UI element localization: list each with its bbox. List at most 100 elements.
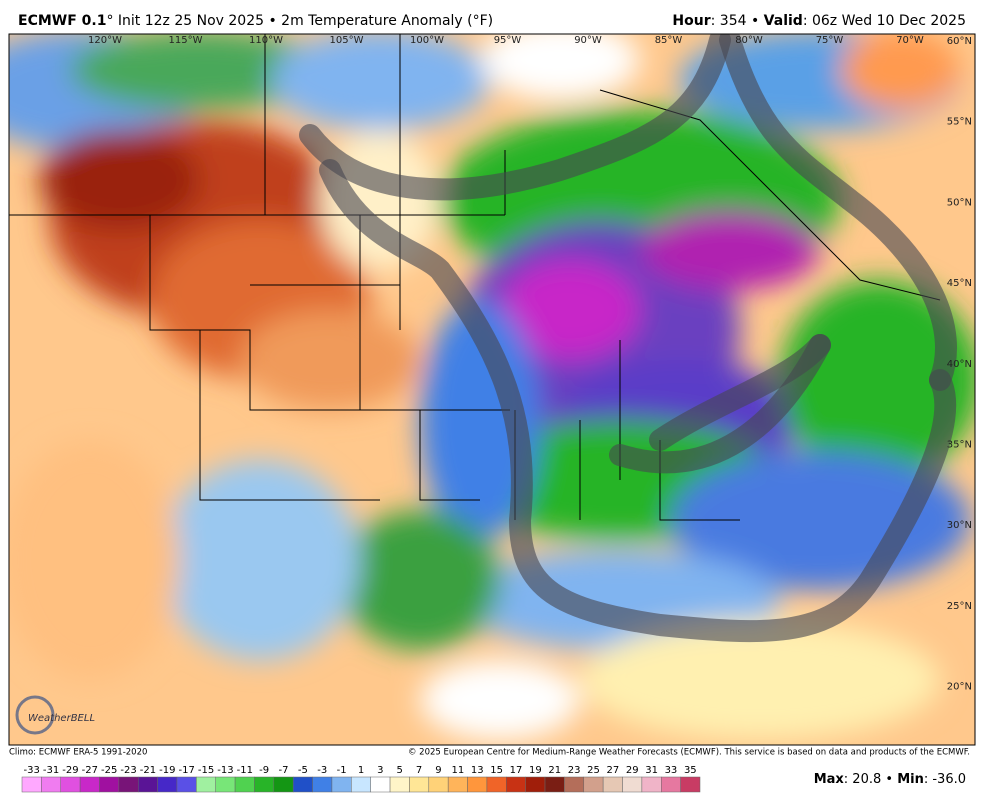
colorbar-swatch [428, 776, 449, 793]
longitude-label: 85°W [655, 35, 683, 46]
colorbar-swatch [525, 776, 546, 793]
colorbar-label: 3 [377, 765, 383, 776]
model-name: ECMWF 0.1 [18, 13, 106, 29]
colorbar-swatch [409, 776, 430, 793]
colorbar-swatch [254, 776, 275, 793]
stats: Max: 20.8 • Min: -36.0 [814, 772, 966, 787]
colorbar-label: -13 [217, 765, 233, 776]
colorbar-swatch [661, 776, 681, 793]
colorbar-label: -7 [279, 765, 289, 776]
longitude-labels: 120°W 115°W 110°W 105°W 100°W 95°W 90°W 85°W 80°… [88, 35, 924, 46]
colorbar-label: -17 [178, 765, 194, 776]
min-value: : -36.0 [924, 772, 966, 787]
longitude-label: 80°W [735, 35, 763, 46]
colorbar-label: 11 [451, 765, 464, 776]
colorbar-swatch [196, 776, 216, 793]
header-title: ° Init 12z 25 Nov 2025 • 2m Temperature … [106, 13, 493, 29]
colorbar-swatch [447, 776, 468, 793]
colorbar-swatch [21, 776, 42, 793]
colorbar-label: -11 [237, 765, 253, 776]
longitude-label: 75°W [816, 35, 844, 46]
colorbar-swatch [176, 776, 197, 793]
longitude-label: 120°W [88, 35, 122, 46]
colorbar-swatch [351, 776, 371, 793]
colorbar-label: -1 [337, 765, 347, 776]
logo-text: WeatherBELL [28, 713, 95, 724]
latitude-label: 50°N [947, 197, 972, 208]
max-value: : 20.8 • [844, 772, 897, 787]
colorbar-label: 19 [529, 765, 542, 776]
colorbar-label: -23 [120, 765, 136, 776]
colorbar-label: 1 [358, 765, 364, 776]
colorbar-swatch [99, 776, 120, 793]
colorbar-label: 5 [397, 765, 403, 776]
colorbar-label: -27 [82, 765, 98, 776]
colorbar-swatch [583, 776, 604, 793]
colorbar-label: 33 [665, 765, 678, 776]
valid-label: Valid [764, 13, 803, 29]
longitude-label: 90°W [574, 35, 602, 46]
colorbar-label: -3 [317, 765, 327, 776]
longitude-label: 100°W [410, 35, 444, 46]
colorbar-label: -15 [198, 765, 214, 776]
colorbar-label: 23 [568, 765, 581, 776]
max-label: Max [814, 772, 845, 787]
colorbar-swatch [564, 776, 585, 793]
colorbar-label: -9 [259, 765, 269, 776]
valid-value: : 06z Wed 10 Dec 2025 [803, 13, 966, 29]
header-left: ECMWF 0.1° Init 12z 25 Nov 2025 • 2m Tem… [18, 13, 493, 29]
colorbar-swatch [41, 776, 61, 793]
colorbar-label: -19 [159, 765, 175, 776]
colorbar-label: -33 [24, 765, 40, 776]
header-right: Hour: 354 • Valid: 06z Wed 10 Dec 2025 [672, 13, 966, 29]
colorbar-label: -29 [62, 765, 78, 776]
climo-note: Climo: ECMWF ERA-5 1991-2020 [9, 748, 147, 758]
colorbar-label: 29 [626, 765, 639, 776]
colorbar-swatch [118, 776, 139, 793]
latitude-label: 25°N [947, 601, 972, 612]
colorbar-swatch [506, 776, 526, 793]
map: WeatherBELL [9, 34, 975, 745]
colorbar-label: 15 [490, 765, 503, 776]
latitude-label: 60°N [947, 36, 972, 47]
colorbar-label: 35 [684, 765, 697, 776]
pattern-annotation [299, 34, 957, 643]
colorbar-swatch [622, 776, 643, 793]
colorbar-swatch [312, 776, 333, 793]
colorbar-swatch [370, 776, 391, 793]
longitude-label: 105°W [330, 35, 364, 46]
colorbar-label: 9 [435, 765, 441, 776]
colorbar-label: 7 [416, 765, 422, 776]
colorbar-label: 31 [645, 765, 658, 776]
colorbar-swatch [292, 776, 313, 793]
latitude-labels: 60°N 55°N 50°N 45°N 40°N 35°N 30°N 25°N 20°N [947, 36, 972, 693]
longitude-label: 110°W [249, 35, 283, 46]
colorbar-swatch [137, 776, 158, 793]
colorbar-swatch [79, 776, 100, 793]
colorbar-label: 13 [471, 765, 484, 776]
colorbar-swatch [157, 776, 178, 793]
map-frame [8, 33, 976, 746]
colorbar-swatch [680, 776, 701, 793]
colorbar-swatch [486, 776, 507, 793]
colorbar-swatch [273, 776, 294, 793]
colorbar-label: -21 [140, 765, 156, 776]
colorbar-label: -31 [43, 765, 59, 776]
hour-label: Hour [672, 13, 710, 29]
latitude-label: 40°N [947, 359, 972, 370]
latitude-label: 20°N [947, 682, 972, 693]
copyright: © 2025 European Centre for Medium-Range … [408, 748, 970, 758]
longitude-label: 95°W [494, 35, 522, 46]
colorbar-swatch [467, 776, 488, 793]
colorbar-swatch [60, 776, 81, 793]
min-label: Min [897, 772, 924, 787]
colorbar-swatch [544, 776, 565, 793]
colorbar-swatch [602, 776, 623, 793]
colorbar-label: 17 [510, 765, 523, 776]
latitude-label: 55°N [947, 117, 972, 128]
longitude-label: 70°W [896, 35, 924, 46]
longitude-label: 115°W [169, 35, 203, 46]
colorbar-label: 27 [606, 765, 619, 776]
